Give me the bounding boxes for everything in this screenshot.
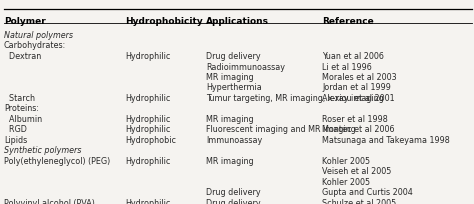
Text: MR imaging: MR imaging: [206, 73, 254, 82]
Text: Lipids: Lipids: [4, 135, 27, 144]
Text: Morales et al 2003: Morales et al 2003: [322, 73, 397, 82]
Text: Drug delivery: Drug delivery: [206, 188, 261, 196]
Text: Proteins:: Proteins:: [4, 104, 39, 113]
Text: Roser et al 1998: Roser et al 1998: [322, 114, 388, 123]
Text: Immunoassay: Immunoassay: [206, 135, 263, 144]
Text: Hydrophobicity: Hydrophobicity: [126, 17, 203, 26]
Text: Jordan et al 1999: Jordan et al 1999: [322, 83, 391, 92]
Text: Gupta and Curtis 2004: Gupta and Curtis 2004: [322, 188, 413, 196]
Text: Drug delivery: Drug delivery: [206, 198, 261, 204]
Text: Hydrophilic: Hydrophilic: [126, 94, 171, 102]
Text: RGD: RGD: [4, 125, 27, 134]
Text: MR imaging: MR imaging: [206, 114, 254, 123]
Text: Kohler 2005: Kohler 2005: [322, 177, 371, 186]
Text: Radioimmunoassay: Radioimmunoassay: [206, 62, 285, 71]
Text: Hydrophilic: Hydrophilic: [126, 198, 171, 204]
Text: Synthetic polymers: Synthetic polymers: [4, 146, 81, 155]
Text: Fluorescent imaging and MR imaging: Fluorescent imaging and MR imaging: [206, 125, 356, 134]
Text: Reference: Reference: [322, 17, 374, 26]
Text: Matsunaga and Takeyama 1998: Matsunaga and Takeyama 1998: [322, 135, 450, 144]
Text: Hydrophilic: Hydrophilic: [126, 156, 171, 165]
Text: Hydrophilic: Hydrophilic: [126, 125, 171, 134]
Text: Hyperthermia: Hyperthermia: [206, 83, 262, 92]
Text: Poly(ethyleneglycol) (PEG): Poly(ethyleneglycol) (PEG): [4, 156, 110, 165]
Text: Li et al 1996: Li et al 1996: [322, 62, 372, 71]
Text: Montec et al 2006: Montec et al 2006: [322, 125, 395, 134]
Text: Natural polymers: Natural polymers: [4, 31, 73, 40]
Text: Hydrophobic: Hydrophobic: [126, 135, 177, 144]
Text: Hydrophilic: Hydrophilic: [126, 114, 171, 123]
Text: Hydrophilic: Hydrophilic: [126, 52, 171, 61]
Text: Dextran: Dextran: [4, 52, 41, 61]
Text: Yuan et al 2006: Yuan et al 2006: [322, 52, 384, 61]
Text: Schulze et al 2005: Schulze et al 2005: [322, 198, 397, 204]
Text: Veiseh et al 2005: Veiseh et al 2005: [322, 167, 392, 176]
Text: Kohler 2005: Kohler 2005: [322, 156, 371, 165]
Text: Carbohydrates:: Carbohydrates:: [4, 41, 66, 50]
Text: Alexiou et al 2001: Alexiou et al 2001: [322, 94, 395, 102]
Text: Tumur targeting, MR imaging, x-ray imaging: Tumur targeting, MR imaging, x-ray imagi…: [206, 94, 384, 102]
Text: MR imaging: MR imaging: [206, 156, 254, 165]
Text: Polymer: Polymer: [4, 17, 46, 26]
Text: Applications: Applications: [206, 17, 269, 26]
Text: Drug delivery: Drug delivery: [206, 52, 261, 61]
Text: Starch: Starch: [4, 94, 35, 102]
Text: Polyvinyl alcohol (PVA): Polyvinyl alcohol (PVA): [4, 198, 95, 204]
Text: Albumin: Albumin: [4, 114, 42, 123]
